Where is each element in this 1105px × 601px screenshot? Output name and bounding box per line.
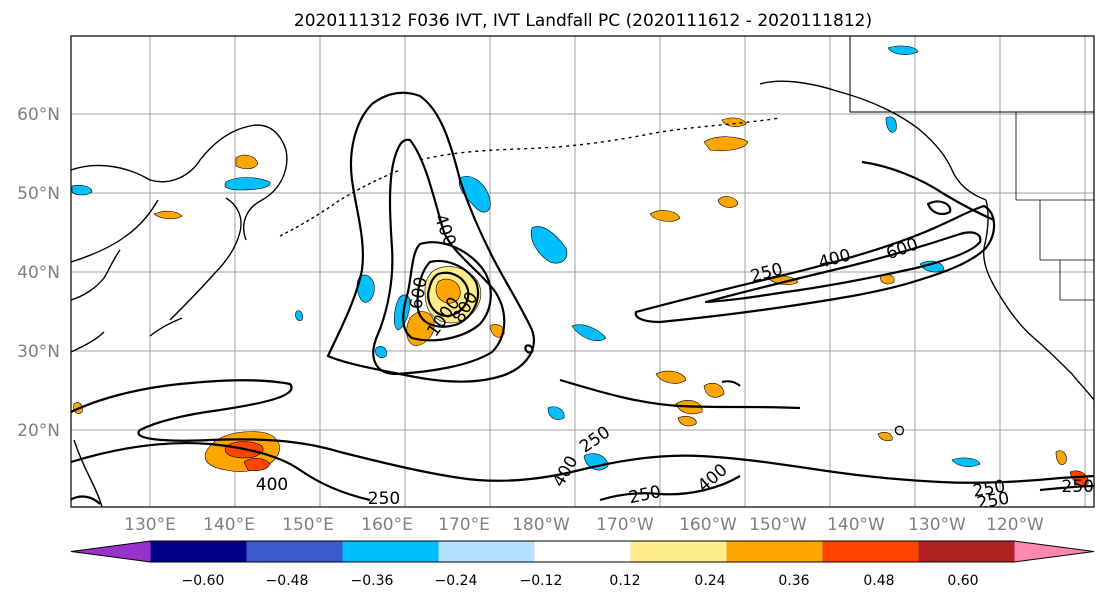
map-panel: 250 400 600 800 1000 250 400 600 250 400… bbox=[70, 35, 1095, 513]
contour-label: 400 bbox=[256, 475, 288, 495]
map-frame bbox=[70, 35, 1095, 508]
colorbar-tick-label: −0.48 bbox=[266, 573, 309, 589]
lon-label: 170°E bbox=[438, 515, 490, 535]
lon-label: 130°W bbox=[908, 515, 966, 535]
lat-label: 60°N bbox=[17, 105, 60, 125]
colorbar-segment bbox=[342, 541, 440, 562]
gridlines bbox=[71, 36, 1094, 507]
colorbar bbox=[70, 540, 1095, 563]
lat-label: 50°N bbox=[17, 184, 60, 204]
colorbar-segment bbox=[822, 541, 919, 562]
colorbar-segment bbox=[246, 541, 344, 562]
colorbar-segment bbox=[630, 541, 727, 562]
colorbar-tick-label: −0.24 bbox=[435, 573, 478, 589]
colorbar-tick-labels: −0.60 −0.48 −0.36 −0.24 −0.12 0.12 0.24 … bbox=[182, 573, 979, 589]
lon-label: 140°W bbox=[827, 515, 885, 535]
lon-label: 160°E bbox=[361, 515, 413, 535]
colorbar-tick-label: −0.12 bbox=[520, 573, 563, 589]
lon-label: 180°W bbox=[512, 515, 570, 535]
lat-label: 40°N bbox=[17, 263, 60, 283]
colorbar-extend-min bbox=[71, 541, 151, 562]
colorbar-tick-label: 0.36 bbox=[778, 573, 809, 589]
map-title: 2020111312 F036 IVT, IVT Landfall PC (20… bbox=[294, 11, 872, 31]
latitude-labels: 60°N 50°N 40°N 30°N 20°N bbox=[17, 105, 60, 441]
colorbar-segment bbox=[534, 541, 631, 562]
lon-label: 170°W bbox=[596, 515, 654, 535]
coastlines bbox=[71, 36, 1094, 507]
colorbar-tick-label: 0.48 bbox=[863, 573, 894, 589]
lon-label: 150°E bbox=[282, 515, 334, 535]
lon-label: 140°E bbox=[203, 515, 255, 535]
colorbar-tick-label: −0.60 bbox=[182, 573, 225, 589]
longitude-labels: 130°E 140°E 150°E 160°E 170°E 180°W 170°… bbox=[124, 515, 1044, 535]
lon-label: 150°W bbox=[749, 515, 807, 535]
contour-label: 250 bbox=[975, 488, 1010, 513]
contour-label: 250 bbox=[368, 489, 400, 509]
colorbar-tick-label: 0.24 bbox=[694, 573, 725, 589]
lon-label: 160°W bbox=[679, 515, 737, 535]
colorbar-segment bbox=[918, 541, 1015, 562]
ivt-contours bbox=[71, 91, 1094, 505]
lat-label: 30°N bbox=[17, 342, 60, 362]
colorbar-outline bbox=[70, 540, 1095, 563]
contour-label: 250 bbox=[1062, 477, 1094, 497]
colorbar-tick-label: 0.60 bbox=[947, 573, 978, 589]
colorbar-tick-label: −0.36 bbox=[351, 573, 394, 589]
lat-label: 20°N bbox=[17, 421, 60, 441]
colorbar-extend-max bbox=[1014, 541, 1094, 562]
colorbar-tick-label: 0.12 bbox=[609, 573, 640, 589]
lon-label: 120°W bbox=[986, 515, 1044, 535]
colorbar-segment bbox=[150, 541, 248, 562]
lon-label: 130°E bbox=[124, 515, 176, 535]
colorbar-segment bbox=[726, 541, 823, 562]
colorbar-segment bbox=[438, 541, 536, 562]
